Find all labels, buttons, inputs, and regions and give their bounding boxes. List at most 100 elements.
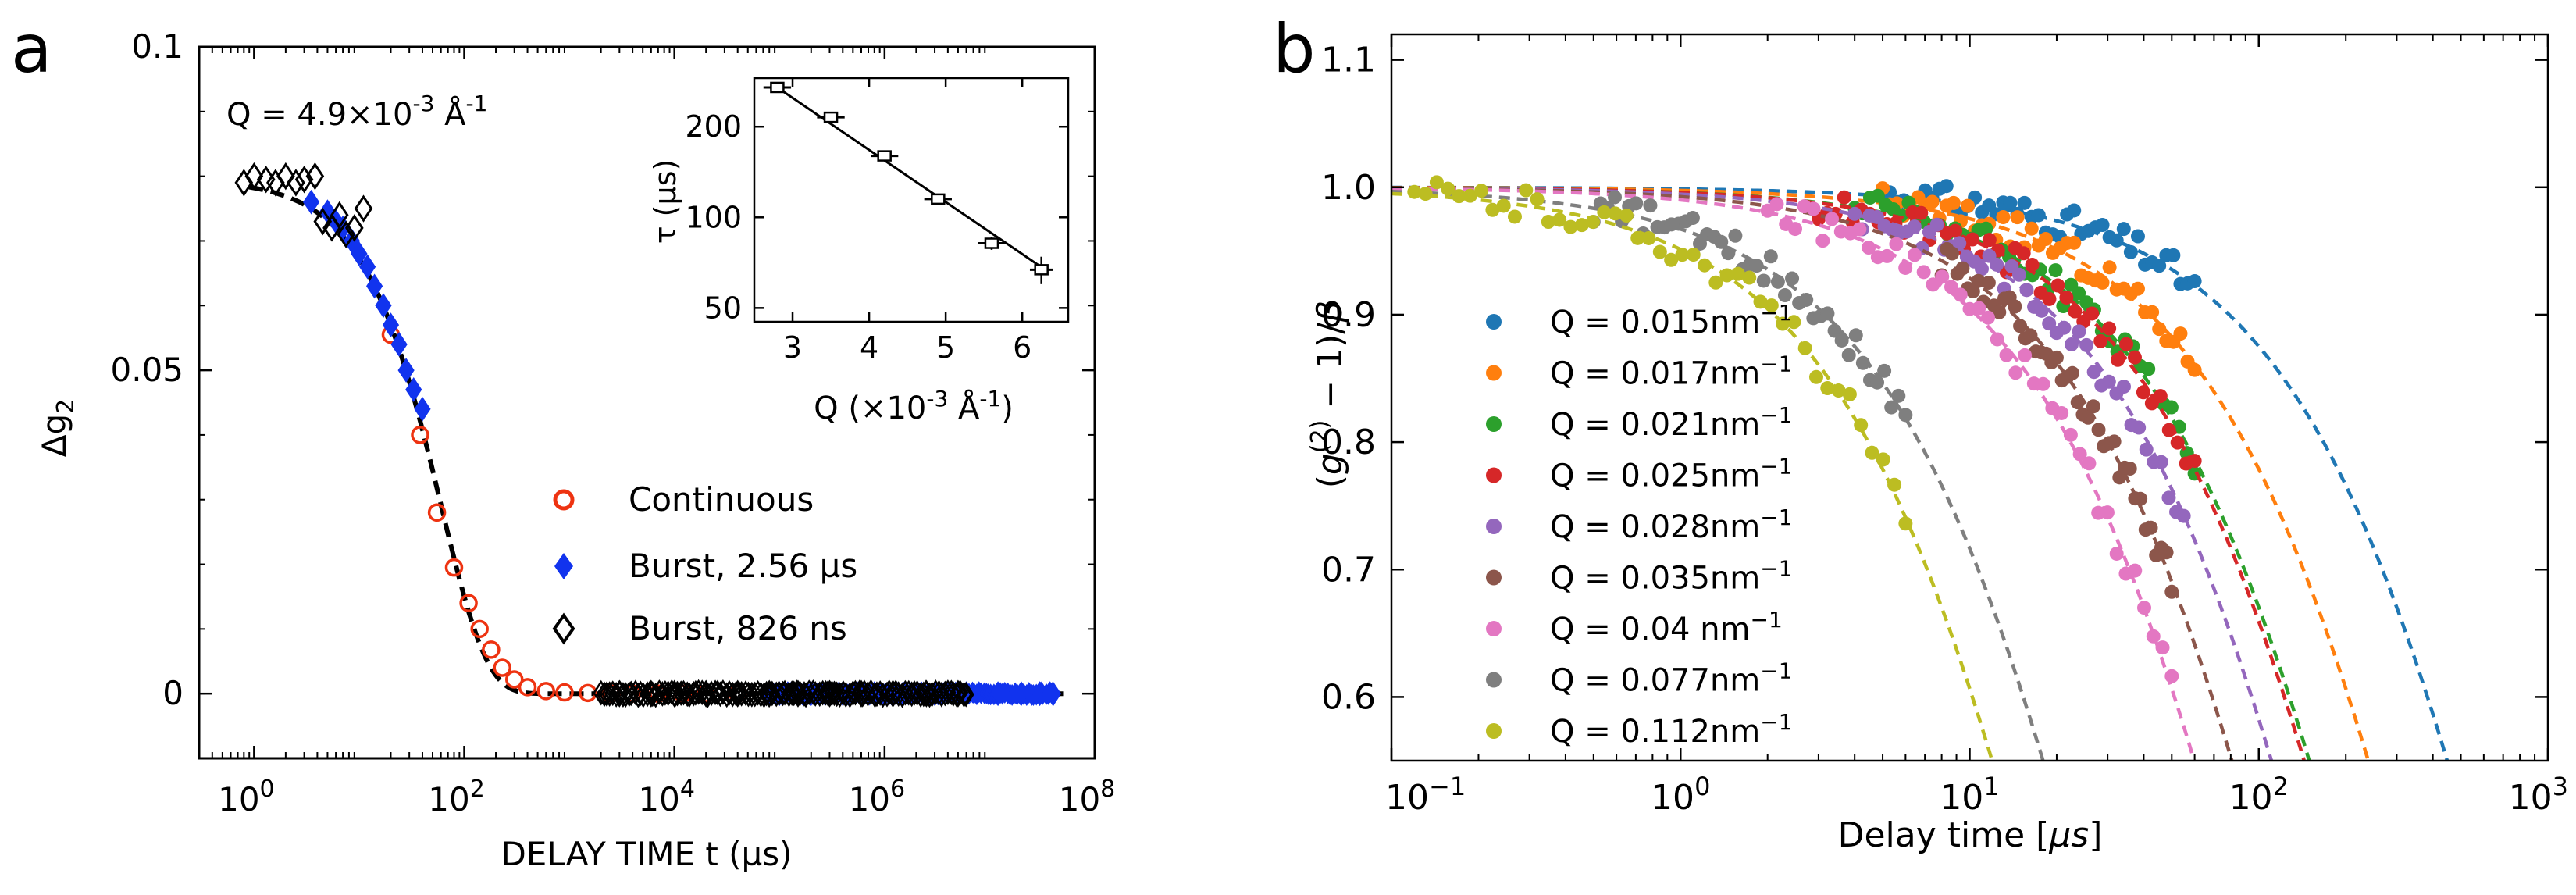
panel-b-point [1999, 348, 2014, 362]
panel-b-point [1996, 210, 2011, 225]
panel-b-point [2085, 306, 2100, 321]
panel-b-point [2093, 333, 2108, 348]
panel-b-point [1834, 333, 1849, 348]
panel-b-point [1787, 222, 1802, 237]
panel-b-point [1808, 369, 1823, 384]
panel-a-xtick-label: 100 [218, 776, 275, 818]
panel-b-point [1496, 198, 1511, 213]
panel-b-point [1974, 262, 1989, 276]
panel-b-point [2064, 337, 2079, 351]
panel-b-xtick-label: 101 [1940, 772, 1999, 818]
panel-a-point-continuous [444, 558, 464, 577]
panel-b-point [2166, 248, 2181, 262]
legend-marker [1486, 416, 1502, 432]
panel-b-ytick-label: 0.7 [1321, 550, 1376, 590]
panel-b-fit-line [1391, 186, 2234, 761]
legend-marker [1486, 672, 1502, 688]
legend-marker [1486, 314, 1502, 330]
panel-a-baseline-mark [755, 682, 773, 708]
panel-a-frame [198, 45, 1096, 760]
panel-b-fit-line [1391, 186, 2307, 761]
panel-b-fit-line [1391, 186, 2274, 761]
panel-b-point [1463, 188, 1477, 203]
panel-b-point [1664, 252, 1679, 267]
inset-ytick-label: 50 [704, 291, 742, 325]
panel-b-point [2187, 454, 2202, 469]
panel-a-point-burst-826ns [244, 162, 264, 191]
panel-b-point [2057, 320, 2072, 335]
panel-b-point [2038, 232, 2053, 247]
panel-b-point [2101, 374, 2116, 389]
panel-b-point [1831, 383, 1846, 398]
panel-b-point [2173, 326, 2188, 341]
panel-b-point [2042, 291, 2057, 306]
panel-a-point-burst-2-56us [390, 332, 408, 357]
panel-b-point [1916, 265, 1931, 280]
panel-b-point [1870, 375, 1885, 390]
panel-b-point [1952, 236, 1967, 251]
panel-b-point [1730, 266, 1745, 281]
panel-b-point [2072, 286, 2086, 301]
panel-b-point [2019, 283, 2034, 298]
panel-b-point [2068, 304, 2083, 319]
panel-b-point [2153, 389, 2168, 404]
panel-a-ylabel: Δg2 [35, 399, 80, 458]
panel-a-baseline-mark [811, 681, 828, 708]
panel-b-ytick-label: 1.0 [1321, 168, 1376, 208]
panel-b-point [1982, 233, 1997, 248]
panel-b-point [2008, 299, 2022, 314]
panel-b-point [2017, 195, 2032, 210]
panel-b-point [2067, 235, 2082, 250]
panel-b-point [2086, 365, 2101, 380]
panel-a-point-burst-826ns [287, 169, 305, 197]
panel-a-xtick-label: 104 [638, 776, 695, 818]
panel-b-point [1939, 179, 1954, 194]
panel-b-point [1719, 268, 1734, 283]
legend-label: Q = 0.028nm−1 [1550, 505, 1793, 545]
legend-label: Burst, 826 ns [629, 609, 847, 647]
panel-b-fit-line [1391, 185, 2371, 761]
panel-b-point [1842, 387, 1857, 401]
panel-b-point [1777, 288, 1792, 303]
panel-b-xtick-label: 103 [2509, 772, 2568, 818]
panel-b-point [2161, 490, 2176, 505]
panel-b-point [2072, 447, 2087, 462]
panel-b-point [1953, 287, 1968, 302]
legend-marker [1486, 365, 1502, 381]
panel-b-point [2122, 461, 2137, 476]
panel-a-xtick-label: 108 [1059, 776, 1116, 818]
panel-b-legend: Q = 0.015nm−1 Q = 0.017nm−1 Q = 0.021nm−1 Q… [1486, 300, 1793, 750]
panel-b-point [1785, 271, 1800, 286]
panel-b-point [1474, 184, 1489, 198]
panel-a-point-continuous [518, 678, 537, 697]
panel-b-point [2095, 275, 2110, 290]
panel-b-point [1862, 241, 1876, 255]
panel-a-point-burst-826ns [354, 194, 373, 223]
panel-b-point [1837, 190, 1851, 205]
panel-a-baseline-mark [681, 682, 698, 708]
panel-b-point [1441, 181, 1455, 196]
panel-b-point [1848, 328, 1863, 343]
panel-b-point [2176, 508, 2191, 523]
panel-a-point-continuous [459, 594, 478, 612]
panel-b-point [1820, 306, 1835, 321]
panel-b-point [2143, 520, 2158, 535]
panel-b-point [1764, 298, 1779, 313]
panel-b-point [2152, 259, 2167, 273]
panel-b-fit-line [1391, 189, 2045, 761]
panel-b-point [2011, 267, 2026, 282]
panel-b-xtick-label: 102 [2229, 772, 2289, 818]
panel-b-point [1742, 270, 1757, 285]
panel-a-point-burst-2-56us [397, 358, 415, 383]
panel-b-point [1946, 195, 1961, 210]
panel-b-point [2072, 324, 2086, 339]
panel-b-point [1619, 209, 1634, 223]
panel-b-point [1972, 301, 1986, 316]
panel-b-point [2154, 455, 2168, 469]
panel-b-point [2050, 278, 2065, 293]
panel-b-xlabel: Delay time [µs] [1838, 815, 2103, 855]
panel-b-point [1608, 190, 1623, 205]
inset-point [877, 150, 892, 162]
panel-a-xlabel: DELAY TIME t (µs) [501, 835, 792, 873]
panel-a-baseline-mark [733, 680, 750, 707]
